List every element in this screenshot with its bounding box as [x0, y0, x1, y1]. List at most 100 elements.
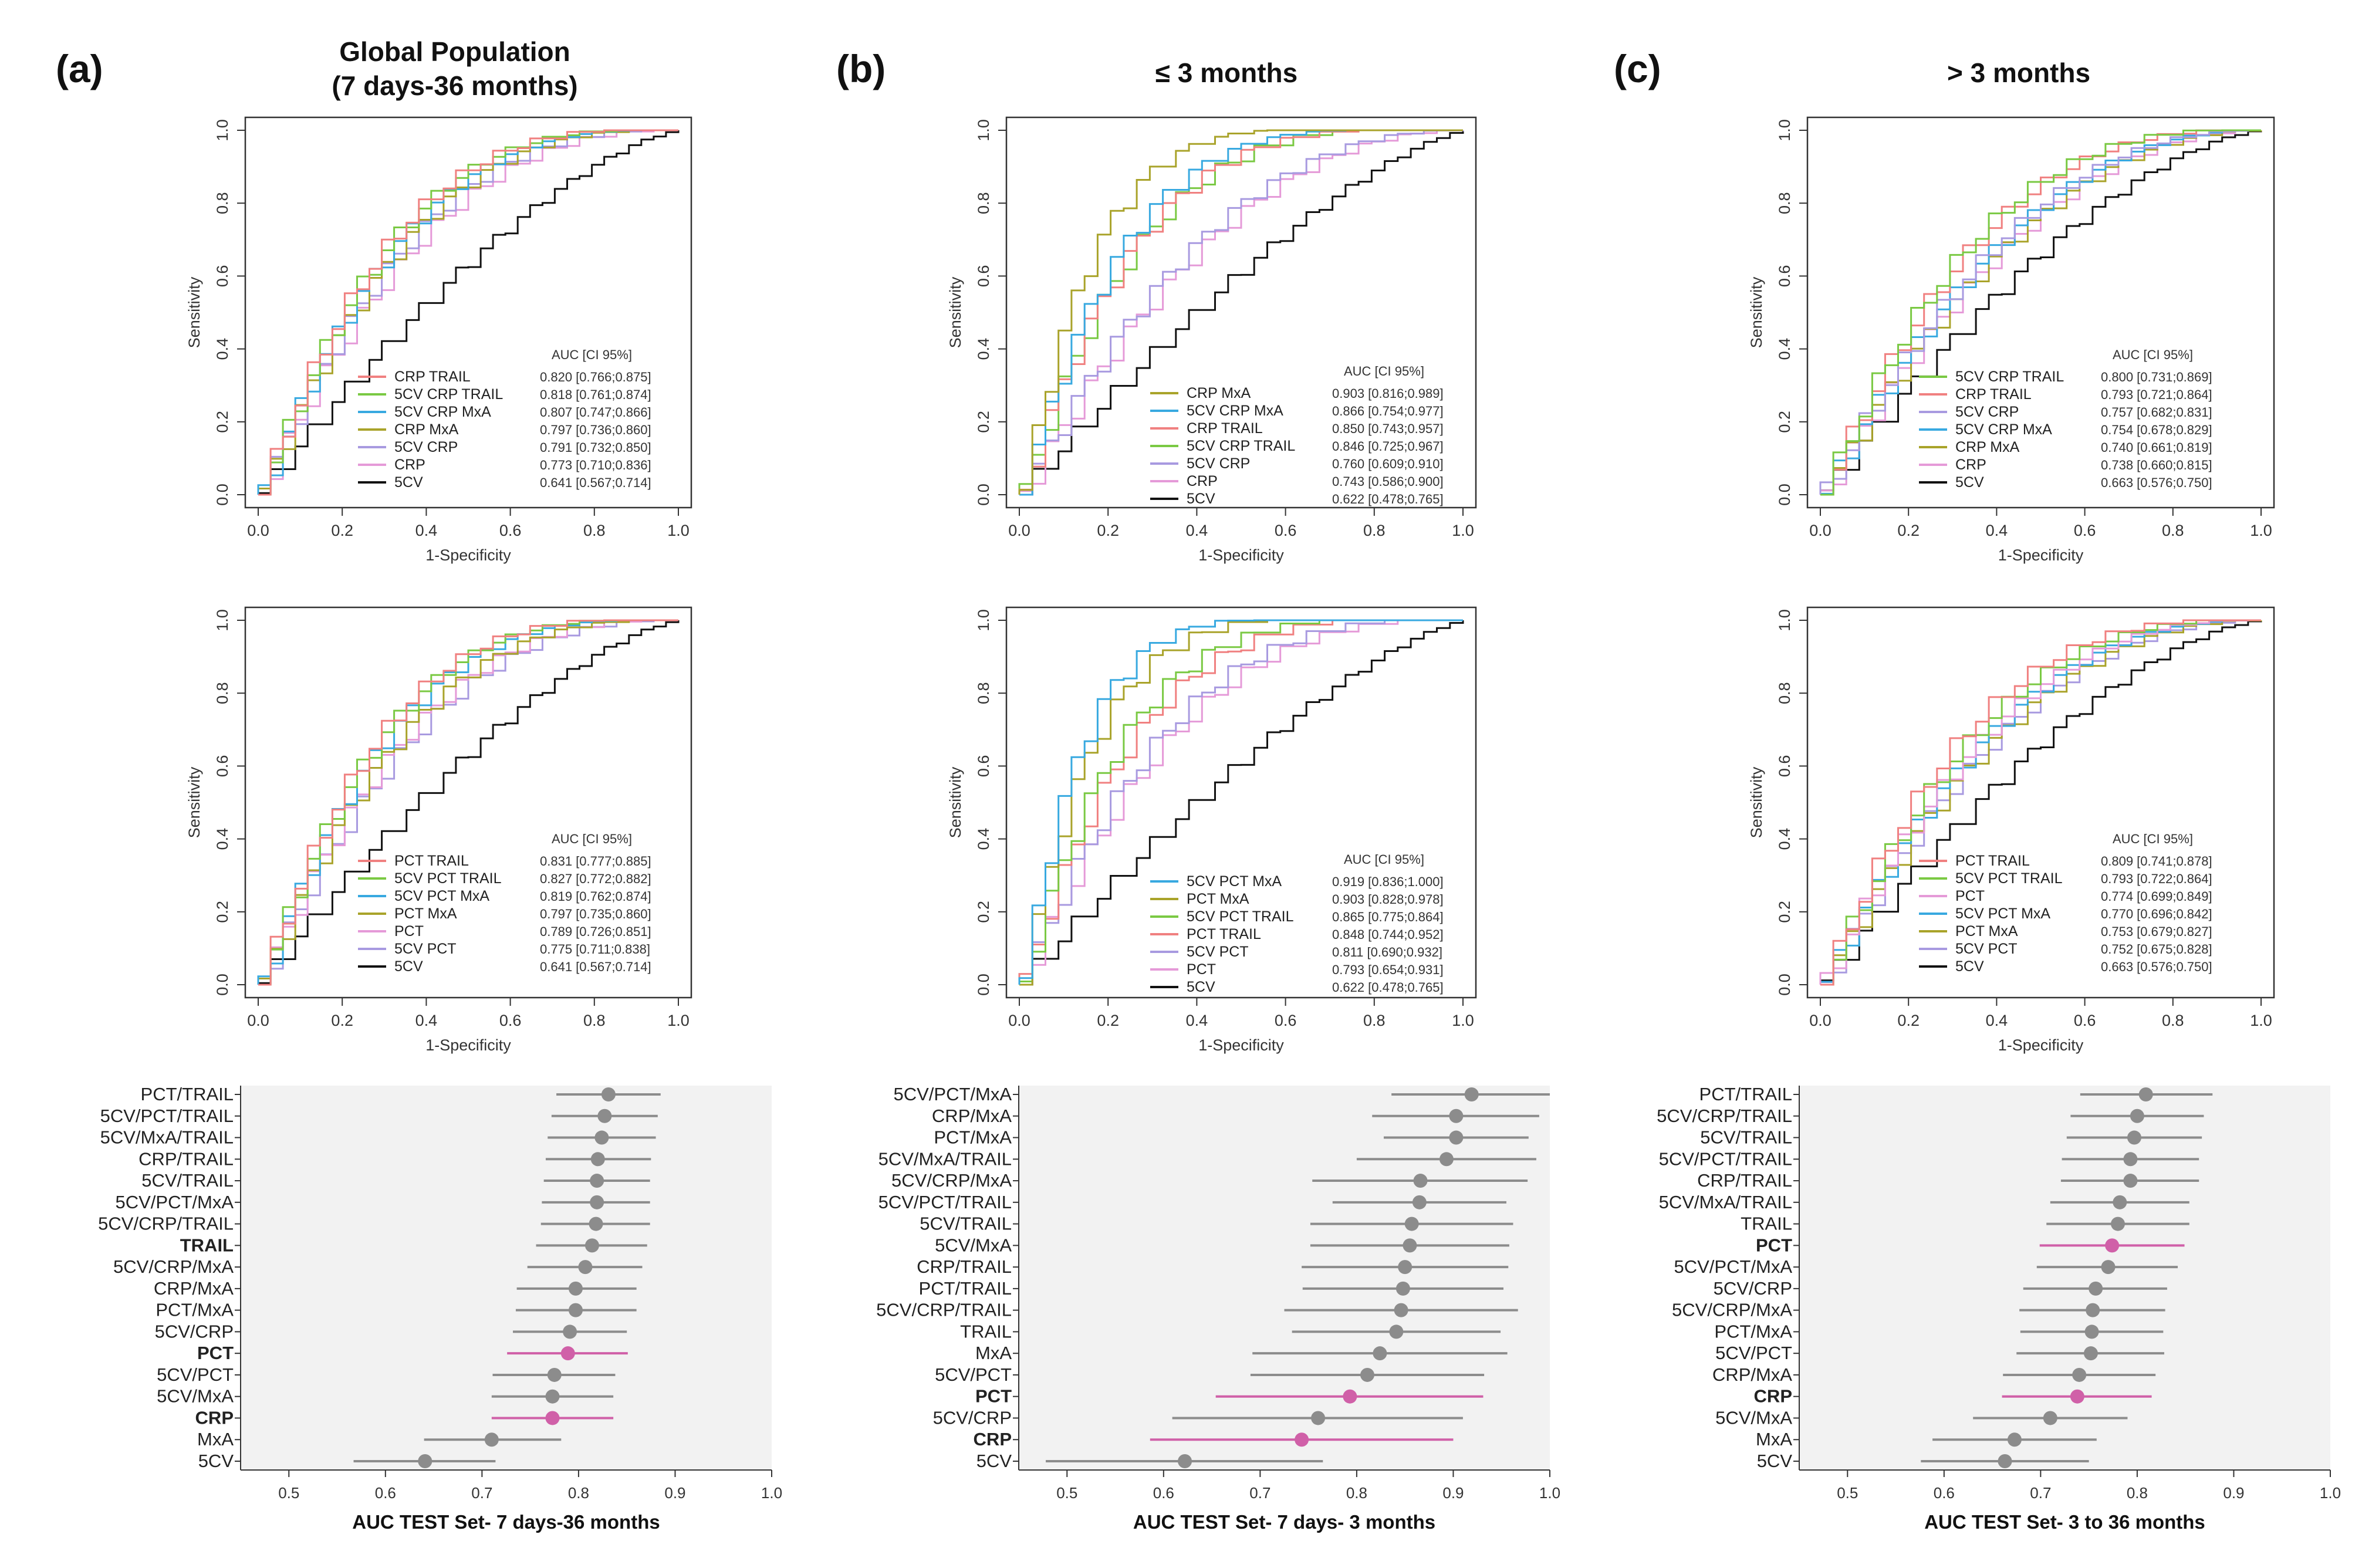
- row-label: TRAIL: [960, 1321, 1012, 1341]
- x-tick-label: 0.9: [1442, 1484, 1464, 1502]
- row-label: 5CV: [1757, 1451, 1793, 1471]
- row-label: 5CV/MxA/TRAIL: [100, 1127, 234, 1148]
- roc-curve: [258, 619, 678, 986]
- legend-label: 5CV: [1955, 958, 1984, 975]
- x-tick-label: 0.5: [1056, 1484, 1077, 1502]
- y-axis-label: Sensitivity: [1748, 276, 1765, 348]
- legend-auc: 0.743 [0.586;0.900]: [1332, 474, 1444, 489]
- x-axis-label: AUC TEST Set- 7 days- 3 months: [1133, 1511, 1435, 1533]
- legend-label: 5CV PCT TRAIL: [394, 870, 502, 887]
- x-tick-label: 0.6: [1275, 1012, 1297, 1029]
- y-tick-label: 0.4: [975, 338, 992, 360]
- legend-auc: 0.846 [0.725;0.967]: [1332, 439, 1444, 454]
- auc-point: [1998, 1454, 2012, 1468]
- row-label: 5CV/CRP/MxA: [113, 1256, 234, 1277]
- row-label: CRP/TRAIL: [917, 1256, 1012, 1277]
- plot-frame: [1005, 606, 1477, 999]
- legend-header: AUC [CI 95%]: [1344, 364, 1424, 379]
- legend-auc: 0.760 [0.609;0.910]: [1332, 457, 1444, 471]
- roc-curve: [258, 129, 678, 496]
- auc-point: [568, 1303, 583, 1317]
- x-tick-label: 0.6: [1275, 522, 1297, 539]
- legend-label: PCT TRAIL: [394, 853, 469, 869]
- legend-label: 5CV CRP: [1187, 455, 1250, 472]
- legend-auc: 0.641 [0.567;0.714]: [540, 475, 651, 490]
- legend-auc: 0.773 [0.710;0.836]: [540, 458, 651, 472]
- legend-label: PCT TRAIL: [1187, 926, 1261, 942]
- auc-point: [1398, 1260, 1413, 1275]
- y-axis-label: Sensitivity: [185, 766, 203, 838]
- y-tick-label: 0.4: [214, 338, 231, 360]
- auc-point: [2138, 1087, 2153, 1101]
- roc-chart: 0.0 0.2 0.4 0.6 0.8 1.0 0.0 0.2 0.4 0.6 0.8 1.0 1-Sp…: [185, 606, 692, 1054]
- row-label: 5CV/PCT: [157, 1364, 234, 1385]
- auc-point: [2130, 1109, 2144, 1123]
- legend-label: PCT: [1955, 888, 1985, 904]
- x-tick-label: 0.8: [2162, 522, 2184, 539]
- auc-point: [1395, 1281, 1410, 1296]
- legend-label: CRP: [394, 457, 425, 473]
- x-tick-label: 1.0: [1452, 522, 1474, 539]
- row-label: CRP/MxA: [932, 1106, 1012, 1126]
- row-label: 5CV/PCT/MxA: [115, 1192, 234, 1212]
- auc-point: [1360, 1367, 1375, 1382]
- x-tick-label: 0.4: [415, 522, 438, 539]
- x-axis-label: AUC TEST Set- 7 days-36 months: [352, 1511, 660, 1533]
- roc-curve: [1018, 129, 1464, 495]
- legend-label: CRP: [1187, 473, 1218, 489]
- row-label: MxA: [197, 1429, 234, 1449]
- y-tick-label: 0.6: [1776, 755, 1793, 778]
- legend-auc: 0.740 [0.661;0.819]: [2101, 440, 2212, 455]
- x-tick-label: 0.7: [2030, 1484, 2051, 1502]
- legend-auc: 0.663 [0.576;0.750]: [2101, 959, 2212, 974]
- row-label: 5CV/TRAIL: [141, 1170, 234, 1191]
- legend-auc: 0.789 [0.726;0.851]: [540, 924, 651, 939]
- y-tick-label: 1.0: [975, 609, 992, 631]
- x-tick-label: 1.0: [1452, 1012, 1474, 1029]
- roc-chart: 0.0 0.2 0.4 0.6 0.8 1.0 0.0 0.2 0.4 0.6 0.8 1.0 1-Sp…: [185, 116, 692, 564]
- legend-label: 5CV CRP MxA: [1955, 421, 2052, 438]
- legend-auc: 0.770 [0.696;0.842]: [2101, 907, 2212, 921]
- roc-curve: [1819, 620, 2262, 985]
- x-tick-label: 0.8: [583, 1012, 606, 1029]
- legend-auc: 0.793 [0.722;0.864]: [2101, 871, 2212, 886]
- y-tick-label: 0.8: [1776, 192, 1793, 214]
- x-tick-label: 0.6: [1153, 1484, 1174, 1502]
- y-tick-label: 0.8: [975, 682, 992, 704]
- legend-auc: 0.775 [0.711;0.838]: [540, 942, 650, 957]
- legend-auc: 0.819 [0.762;0.874]: [540, 889, 651, 904]
- legend-auc: 0.774 [0.699;0.849]: [2101, 889, 2212, 904]
- x-tick-label: 0.6: [499, 522, 522, 539]
- auc-point: [2072, 1367, 2087, 1382]
- auc-point: [1439, 1152, 1454, 1167]
- row-label: 5CV/TRAIL: [920, 1214, 1012, 1234]
- y-tick-label: 1.0: [214, 119, 231, 141]
- auc-point: [1295, 1432, 1309, 1447]
- auc-point: [597, 1109, 612, 1123]
- plot-background: [1019, 1086, 1550, 1470]
- row-label: 5CV/PCT/TRAIL: [100, 1106, 234, 1126]
- legend-label: 5CV PCT MxA: [1955, 905, 2050, 922]
- x-tick-label: 0.5: [1837, 1484, 1858, 1502]
- legend-auc: 0.800 [0.731;0.869]: [2101, 370, 2212, 384]
- auc-point: [545, 1389, 560, 1404]
- auc-point: [2007, 1432, 2022, 1447]
- legend-label: PCT MxA: [1187, 891, 1249, 907]
- y-axis-label: Sensitivity: [1748, 766, 1765, 838]
- auc-point: [1413, 1174, 1428, 1188]
- plot-background: [1799, 1086, 2330, 1470]
- auc-point: [2113, 1195, 2127, 1209]
- y-tick-label: 1.0: [975, 119, 992, 141]
- x-tick-label: 0.2: [1897, 1012, 1920, 1029]
- x-axis-label: AUC TEST Set- 3 to 36 months: [1924, 1511, 2205, 1533]
- roc-curve: [1019, 620, 1464, 986]
- legend-label: 5CV CRP MxA: [394, 404, 491, 420]
- forest-plot: PCT/TRAIL5CV/PCT/TRAIL5CV/MxA/TRAILCRP/T…: [98, 1084, 782, 1533]
- auc-point: [1394, 1303, 1408, 1317]
- y-tick-label: 0.4: [214, 828, 231, 850]
- legend-auc: 0.752 [0.675;0.828]: [2101, 942, 2212, 957]
- legend-auc: 0.753 [0.679;0.827]: [2101, 924, 2212, 939]
- row-label: PCT/TRAIL: [919, 1278, 1012, 1299]
- row-label: PCT/TRAIL: [1699, 1084, 1792, 1104]
